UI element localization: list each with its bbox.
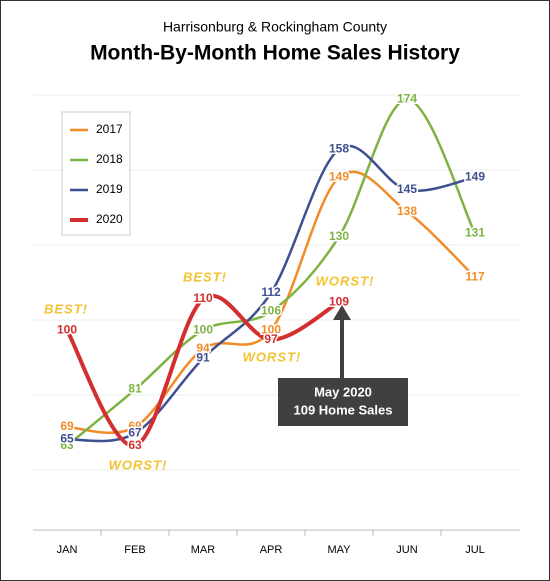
data-label: 110	[193, 291, 213, 305]
data-label: 63	[60, 438, 74, 452]
data-label: 117	[465, 269, 485, 283]
data-label: 131	[465, 226, 485, 240]
data-label: 69	[60, 419, 74, 433]
x-tick-label: FEB	[124, 544, 145, 556]
callout-text: 109 Home Sales	[293, 402, 392, 417]
data-label: 109	[329, 294, 349, 308]
callout-arrowhead	[333, 305, 351, 320]
data-label: 145	[397, 182, 417, 196]
chart-title: Month-By-Month Home Sales History	[90, 42, 460, 65]
data-label: 67	[128, 425, 142, 439]
x-tick-label: APR	[260, 544, 283, 556]
x-tick-label: JUL	[465, 544, 485, 556]
series-line	[66, 144, 476, 443]
data-label: 97	[264, 332, 278, 346]
data-label: 174	[397, 92, 417, 106]
data-label: 130	[329, 229, 349, 243]
x-tick-label: JUN	[396, 544, 417, 556]
data-label: 112	[261, 285, 281, 299]
data-label: 149	[465, 170, 485, 184]
legend-label: 2020	[96, 212, 123, 226]
data-label: 158	[329, 141, 349, 155]
data-label: 63	[128, 438, 142, 452]
legend-label: 2017	[96, 122, 123, 136]
series-line	[65, 294, 341, 448]
legend-label: 2019	[96, 182, 123, 196]
data-label: 106	[261, 304, 281, 318]
data-label: 91	[196, 351, 210, 365]
x-tick-label: MAR	[191, 544, 216, 556]
annotation: WORST!	[243, 349, 302, 364]
annotation: WORST!	[109, 457, 168, 472]
data-label: 149	[329, 170, 349, 184]
data-label: 138	[397, 204, 417, 218]
callout-box	[278, 378, 408, 426]
data-label: 94	[196, 341, 210, 355]
data-label: 100	[57, 322, 77, 336]
lines	[65, 98, 477, 448]
data-label: 100	[261, 322, 281, 336]
series-line	[66, 170, 476, 435]
callout-text: May 2020	[314, 384, 372, 399]
chart-subtitle: Harrisonburg & Rockingham County	[163, 19, 387, 35]
data-label: 100	[193, 322, 213, 336]
annotation: WORST!	[316, 273, 375, 288]
series-line	[66, 98, 477, 447]
data-label: 65	[60, 432, 74, 446]
x-tick-label: JAN	[57, 544, 78, 556]
legend-label: 2018	[96, 152, 123, 166]
legend	[61, 111, 131, 236]
x-tick-label: MAY	[327, 544, 351, 556]
data-label: 69	[128, 419, 142, 433]
annotation: BEST!	[44, 301, 88, 316]
data-label: 81	[128, 382, 142, 396]
annotation: BEST!	[183, 269, 227, 284]
